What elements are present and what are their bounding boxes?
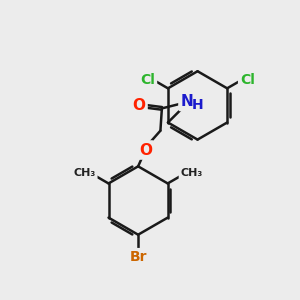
Text: Cl: Cl (140, 73, 155, 87)
Text: Br: Br (129, 250, 147, 264)
Text: O: O (139, 142, 152, 158)
Text: H: H (192, 98, 203, 112)
Text: N: N (181, 94, 193, 109)
Text: CH₃: CH₃ (74, 168, 96, 178)
Text: Cl: Cl (240, 73, 255, 87)
Text: CH₃: CH₃ (180, 168, 202, 178)
Text: O: O (133, 98, 146, 113)
